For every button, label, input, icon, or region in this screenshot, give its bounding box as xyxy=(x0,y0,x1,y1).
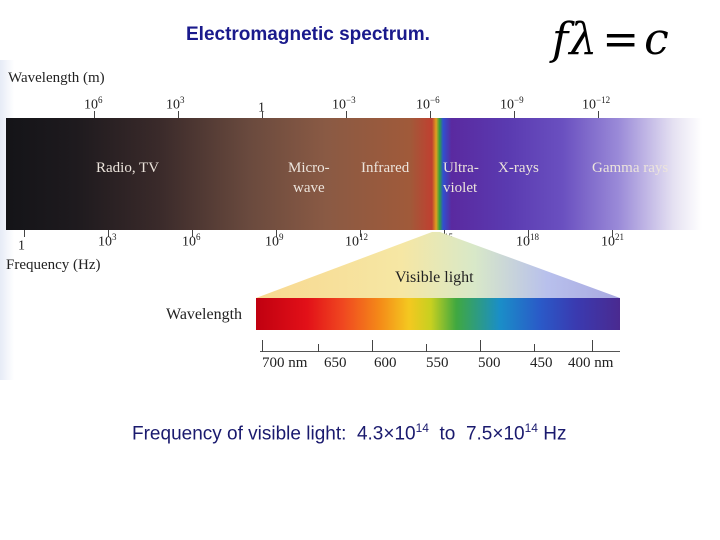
frequency-tickmark xyxy=(360,230,361,237)
wavelength-tick-10e-9: 10−9 xyxy=(500,95,524,113)
visible-frequency-caption: Frequency of visible light: 4.3×1014 to … xyxy=(132,421,567,445)
visible-tickmark xyxy=(592,340,593,352)
visible-light-label: Visible light xyxy=(395,269,474,286)
formula-c: c xyxy=(644,14,670,65)
region-gamma-rays: Gamma rays xyxy=(592,160,669,176)
wavelength-tick-10e6: 106 xyxy=(84,95,103,113)
wavelength-tick-10e-12: 10−12 xyxy=(582,95,611,113)
frequency-tickmark xyxy=(612,230,613,237)
wavelength-tickmark xyxy=(178,111,179,119)
page-title: Electromagnetic spectrum. xyxy=(186,24,430,45)
region-infrared: Infrared xyxy=(361,160,410,176)
wavelength-tickmark xyxy=(430,111,431,119)
visible-tickmark xyxy=(426,344,427,352)
wavelength-tickmark xyxy=(262,111,263,119)
frequency-axis-title: Frequency (Hz) xyxy=(6,257,101,273)
frequency-tick-10e9: 109 xyxy=(265,232,284,250)
region-ultraviolet: Ultra-violet xyxy=(443,160,479,196)
frequency-tickmark xyxy=(24,230,25,237)
frequency-tick-10e3: 103 xyxy=(98,232,117,250)
visible-tickmark xyxy=(480,340,481,352)
wavelength-tickmark xyxy=(514,111,515,119)
visible-tick-500: 500 xyxy=(478,355,501,371)
wavelength-tick-10e3: 103 xyxy=(166,95,185,113)
region-x-rays: X-rays xyxy=(498,160,539,176)
frequency-tickmark xyxy=(528,230,529,237)
visible-wavelength-label: Wavelength xyxy=(166,306,243,323)
frequency-tick-10e6: 106 xyxy=(182,232,201,250)
visible-tick-700: 700 nm xyxy=(262,355,308,371)
wavelength-tick-1: 1 xyxy=(258,100,265,116)
region-microwave: Micro-wave xyxy=(288,160,330,196)
frequency-tickmark xyxy=(444,230,445,237)
visible-tick-600: 600 xyxy=(374,355,397,371)
visible-tick-650: 650 xyxy=(324,355,347,371)
frequency-tick-1: 1 xyxy=(18,238,25,254)
em-spectrum-band xyxy=(6,118,702,230)
wavelength-axis-title: Wavelength (m) xyxy=(8,70,105,86)
formula-lambda: λ xyxy=(569,14,599,65)
formula-f-lambda-c: fλ=c xyxy=(552,14,670,65)
visible-tick-450: 450 xyxy=(530,355,553,371)
visible-scale-line xyxy=(260,351,620,352)
visible-tick-400: 400 nm xyxy=(568,355,614,371)
region-radio-tv: Radio, TV xyxy=(96,160,160,176)
formula-equals: = xyxy=(602,14,641,65)
frequency-tickmark xyxy=(276,230,277,237)
visible-spectrum-bar xyxy=(256,298,620,330)
visible-tickmark xyxy=(262,340,263,352)
visible-tickmark xyxy=(372,340,373,352)
frequency-tick-10e18: 1018 xyxy=(516,232,539,250)
visible-tickmark xyxy=(534,344,535,352)
frequency-tickmark xyxy=(108,230,109,237)
wavelength-tickmark xyxy=(346,111,347,119)
frequency-tick-10e21: 1021 xyxy=(601,232,624,250)
wavelength-tickmark xyxy=(598,111,599,119)
visible-tickmark xyxy=(318,344,319,352)
wavelength-tick-10e-6: 10−6 xyxy=(416,95,440,113)
wavelength-tickmark xyxy=(94,111,95,119)
frequency-tickmark xyxy=(192,230,193,237)
wavelength-tick-10e-3: 10−3 xyxy=(332,95,356,113)
frequency-tick-10e12: 1012 xyxy=(345,232,368,250)
formula-f: f xyxy=(552,14,570,65)
visible-tick-550: 550 xyxy=(426,355,449,371)
